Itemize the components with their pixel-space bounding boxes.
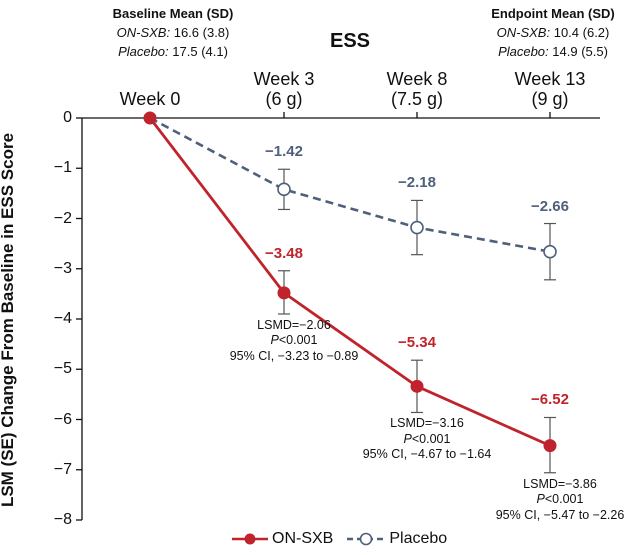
y-tick-label: −4	[53, 310, 72, 327]
y-tick-label: −3	[53, 259, 72, 277]
x-tick-label: Week 13 (9 g)	[490, 69, 610, 109]
x-tick-label: Week 8 (7.5 g)	[357, 69, 477, 109]
baseline-sxb-value: 16.6 (3.8)	[173, 25, 230, 40]
ci-value: 95% CI, −5.47 to −2.26	[495, 507, 625, 522]
y-tick-label: −2	[53, 209, 72, 227]
sxb-data-label: −5.34	[398, 334, 436, 352]
placebo-data-label: −2.66	[531, 197, 569, 215]
p-symbol: P	[403, 431, 412, 446]
ci-value: 95% CI, −4.67 to −1.64	[362, 447, 492, 462]
placebo-point	[277, 182, 291, 197]
sxb-point	[277, 286, 291, 300]
legend: ON-SXB Placebo	[232, 530, 461, 548]
x-tick-label: Week 3 (6 g)	[224, 69, 344, 109]
ci-value: 95% CI, −3.23 to −0.89	[229, 348, 359, 363]
chart-title: ESS	[329, 30, 371, 52]
lsmd-value: LSMD=−3.16	[390, 416, 464, 431]
sxb-point	[143, 111, 157, 125]
placebo-data-label: −2.18	[398, 174, 436, 192]
endpoint-sxb-label: ON-SXB:	[496, 25, 551, 40]
baseline-sxb-label: ON-SXB:	[116, 25, 171, 40]
baseline-placebo-value: 17.5 (4.1)	[172, 44, 228, 59]
lsmd-annotation: LSMD=−2.06 P<0.001 95% CI, −3.23 to −0.89	[194, 318, 394, 365]
p-value: P<0.001	[536, 492, 584, 507]
legend-placebo-label: Placebo	[389, 530, 448, 547]
x-tick-dose: (9 g)	[531, 89, 569, 109]
x-tick-week: Week 3	[253, 69, 315, 89]
endpoint-mean-block: Endpoint Mean (SD) ON-SXB: 10.4 (6.2) Pl…	[468, 4, 638, 61]
sxb-point	[543, 439, 557, 453]
y-tick-label: −7	[53, 460, 72, 478]
y-tick-label: −5	[53, 360, 72, 378]
endpoint-sxb-row: ON-SXB: 10.4 (6.2)	[468, 23, 638, 42]
baseline-placebo-row: Placebo: 17.5 (4.1)	[83, 42, 263, 61]
baseline-placebo-label: Placebo:	[118, 44, 169, 59]
x-tick-dose: (6 g)	[265, 89, 303, 109]
legend-item-sxb: ON-SXB	[232, 530, 333, 548]
placebo-data-label: −1.42	[265, 143, 303, 161]
sxb-data-label: −6.52	[531, 391, 569, 409]
x-tick-dose: (7.5 g)	[390, 89, 444, 109]
y-tick-label: −8	[53, 511, 72, 528]
endpoint-placebo-label: Placebo:	[498, 44, 549, 59]
legend-sxb-marker-icon	[232, 533, 268, 545]
lsmd-value: LSMD=−3.86	[523, 476, 597, 491]
p-symbol: P	[270, 333, 279, 348]
p-value: P<0.001	[403, 431, 451, 446]
baseline-mean-block: Baseline Mean (SD) ON-SXB: 16.6 (3.8) Pl…	[83, 4, 263, 61]
lsmd-annotation: LSMD=−3.16 P<0.001 95% CI, −4.67 to −1.64	[327, 416, 527, 463]
y-axis-label: LSM (SE) Change From Baseline in ESS Sco…	[0, 132, 17, 508]
sxb-series-line	[148, 117, 551, 447]
y-tick-label: 0	[63, 109, 72, 126]
sxb-point	[410, 379, 424, 393]
lsmd-annotation: LSMD=−3.86 P<0.001 95% CI, −5.47 to −2.26	[460, 477, 638, 524]
p-value: P<0.001	[270, 333, 318, 348]
legend-placebo-marker-icon	[347, 532, 386, 546]
sxb-data-label: −3.48	[265, 244, 303, 262]
legend-sxb-label: ON-SXB	[272, 530, 334, 547]
p-symbol: P	[536, 492, 545, 507]
y-tick-label: −1	[53, 159, 72, 177]
x-tick-week: Week 13	[514, 69, 586, 89]
placebo-point	[410, 220, 424, 235]
legend-item-placebo: Placebo	[347, 530, 447, 548]
x-tick-week: Week 0	[119, 89, 181, 109]
x-tick-week: Week 8	[386, 69, 448, 89]
lsmd-value: LSMD=−2.06	[257, 317, 331, 332]
y-tick-label: −6	[53, 410, 72, 428]
endpoint-placebo-value: 14.9 (5.5)	[552, 44, 608, 59]
endpoint-sxb-value: 10.4 (6.2)	[553, 25, 610, 40]
endpoint-placebo-row: Placebo: 14.9 (5.5)	[468, 42, 638, 61]
baseline-title: Baseline Mean (SD)	[112, 6, 234, 21]
x-tick-label: Week 0	[90, 89, 210, 109]
endpoint-title: Endpoint Mean (SD)	[491, 6, 615, 21]
placebo-series-line	[149, 116, 551, 253]
baseline-sxb-row: ON-SXB: 16.6 (3.8)	[83, 23, 263, 42]
placebo-point	[543, 244, 557, 259]
